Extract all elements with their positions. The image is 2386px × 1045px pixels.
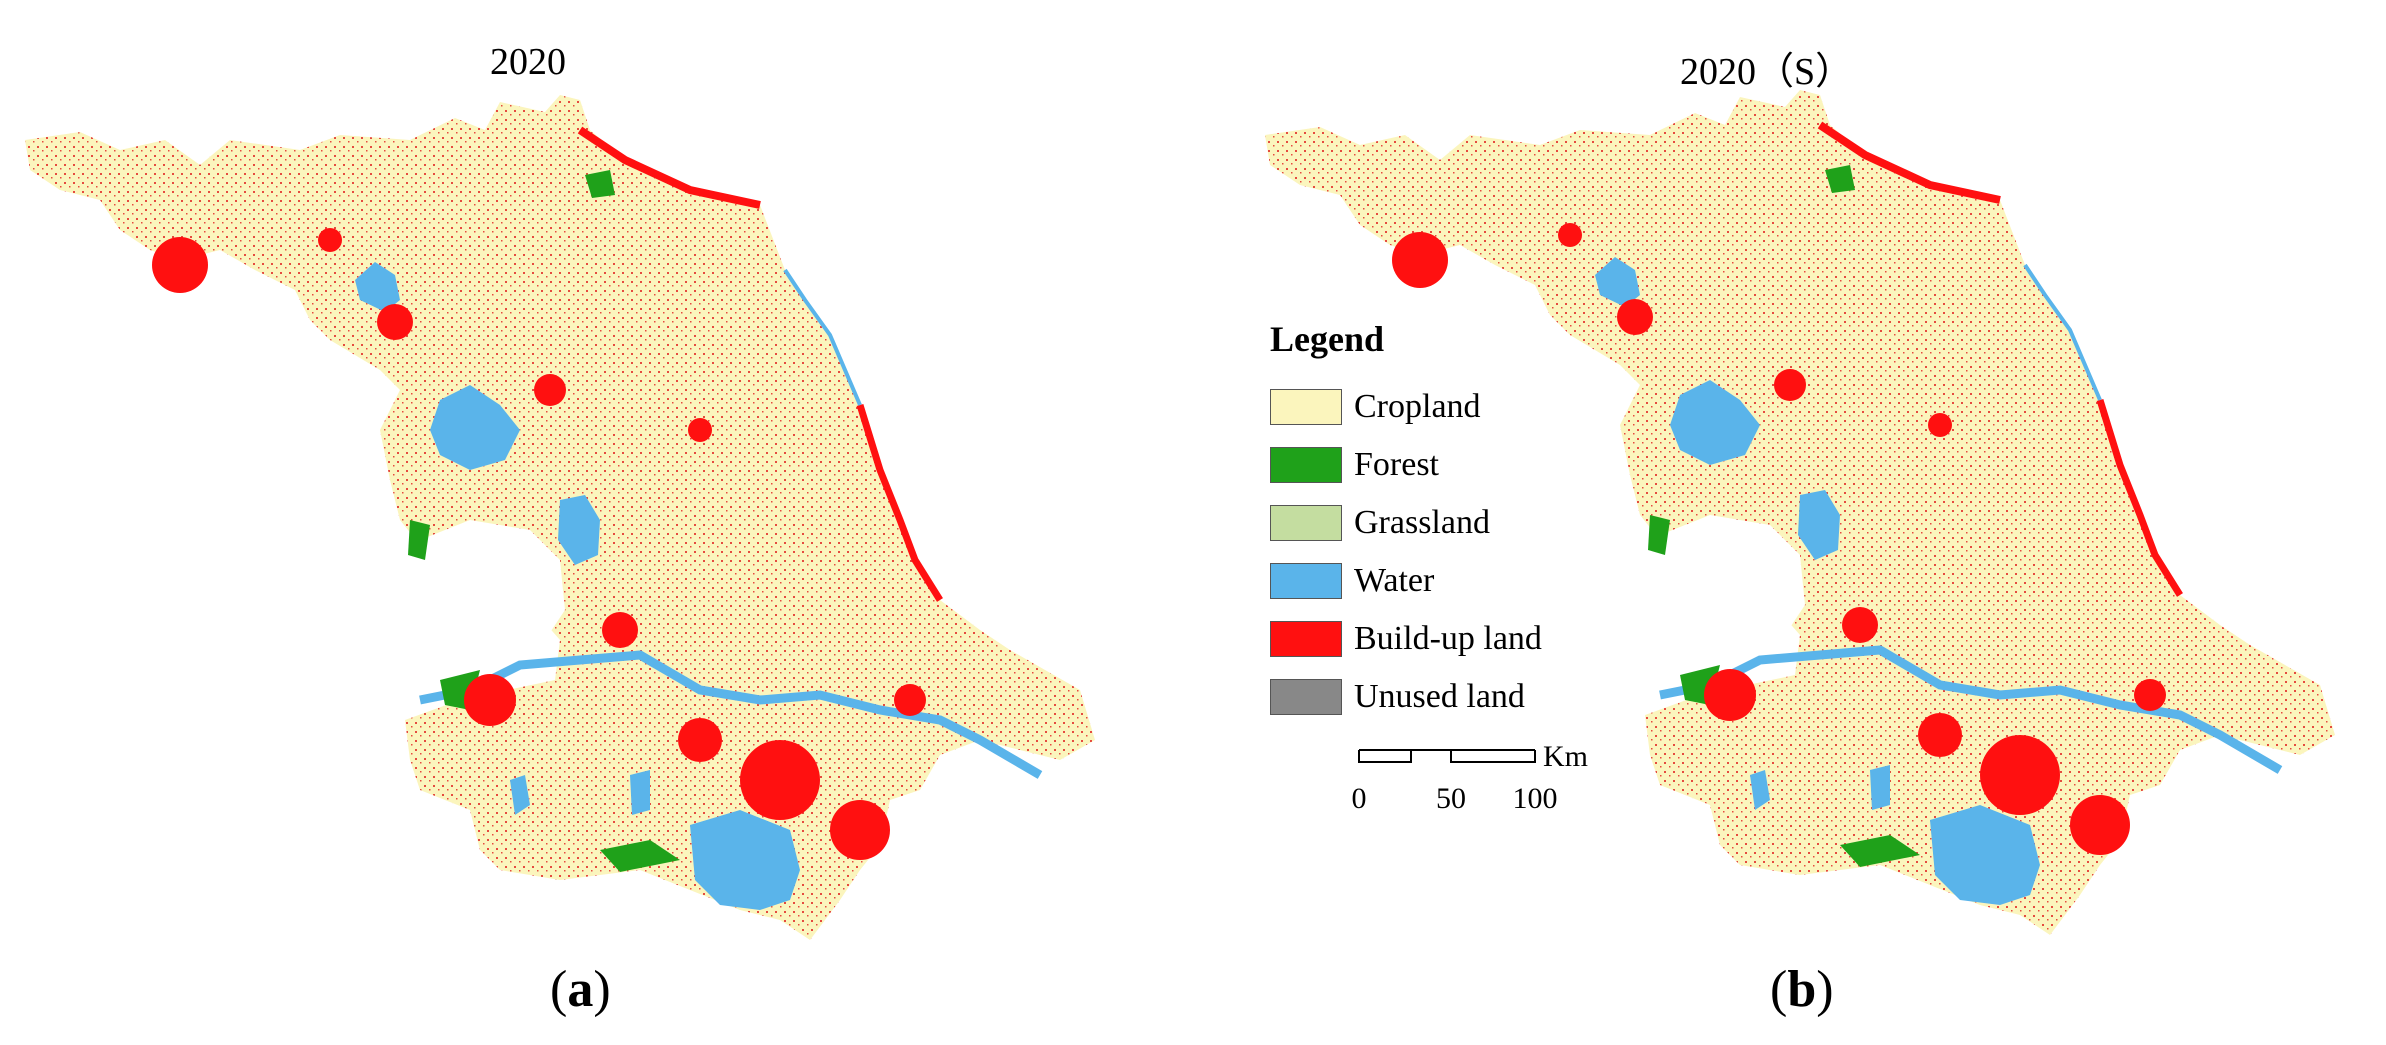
map-a-title: 2020 (490, 41, 566, 83)
scale-tick-50: 50 (1436, 782, 1466, 815)
legend-label: Water (1354, 562, 1435, 599)
panel-label-b: (b) (1770, 961, 1834, 1018)
legend: Legend Cropland Forest Grassland Water Build… (1270, 318, 1542, 726)
scale-bar: Km 0 50 100 (1351, 740, 1595, 828)
legend-label: Forest (1354, 446, 1439, 483)
legend-title: Legend (1270, 319, 1385, 359)
scale-unit: Km (1543, 740, 1588, 773)
scale-bar-graphic (1358, 749, 1536, 763)
legend-items: Cropland Forest Grassland Water Build-up lan… (1270, 378, 1542, 726)
legend-item: Unused land (1270, 668, 1542, 726)
legend-item: Build-up land (1270, 610, 1542, 668)
scale-tick-100: 100 (1512, 782, 1558, 815)
legend-label: Cropland (1354, 388, 1481, 425)
legend-swatch (1270, 447, 1342, 483)
legend-label: Build-up land (1354, 620, 1542, 657)
legend-item: Forest (1270, 436, 1542, 494)
panel-letter-a: a (567, 961, 594, 1018)
map-b-title: 2020（S） (1680, 51, 1854, 93)
panel-letter-b: b (1787, 961, 1817, 1018)
scale-tick-0: 0 (1351, 782, 1367, 815)
legend-item: Grassland (1270, 494, 1542, 552)
legend-item: Water (1270, 552, 1542, 610)
legend-swatch (1270, 679, 1342, 715)
legend-label: Grassland (1354, 504, 1490, 541)
legend-swatch (1270, 389, 1342, 425)
legend-swatch (1270, 621, 1342, 657)
legend-swatch (1270, 563, 1342, 599)
legend-label: Unused land (1354, 678, 1525, 715)
legend-swatch (1270, 505, 1342, 541)
legend-item: Cropland (1270, 378, 1542, 436)
panel-label-a: (a) (550, 961, 611, 1018)
map-a (25, 95, 1095, 940)
